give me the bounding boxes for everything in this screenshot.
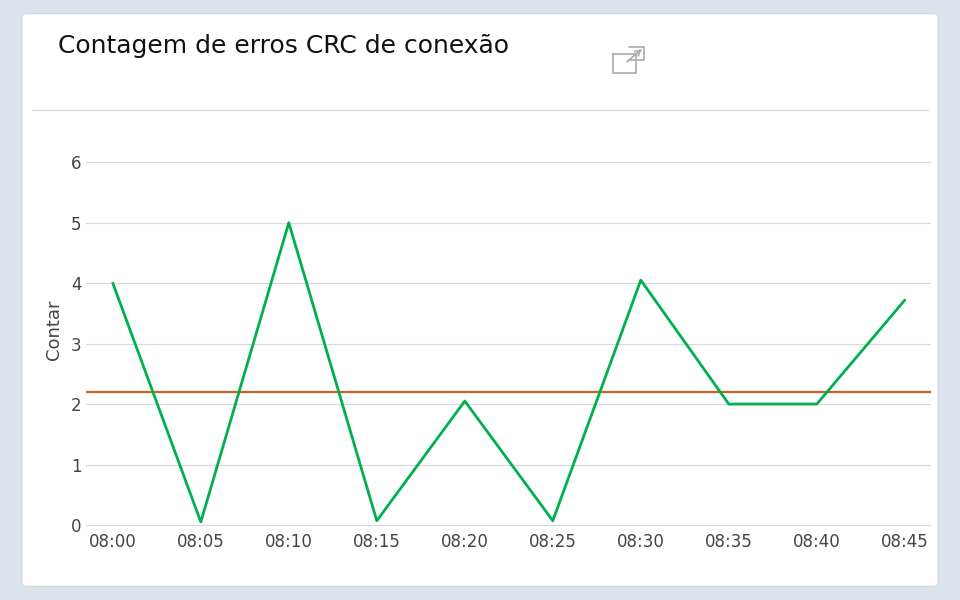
Y-axis label: Contar: Contar	[44, 300, 62, 360]
Text: Contagem de erros CRC de conexão: Contagem de erros CRC de conexão	[58, 34, 509, 58]
